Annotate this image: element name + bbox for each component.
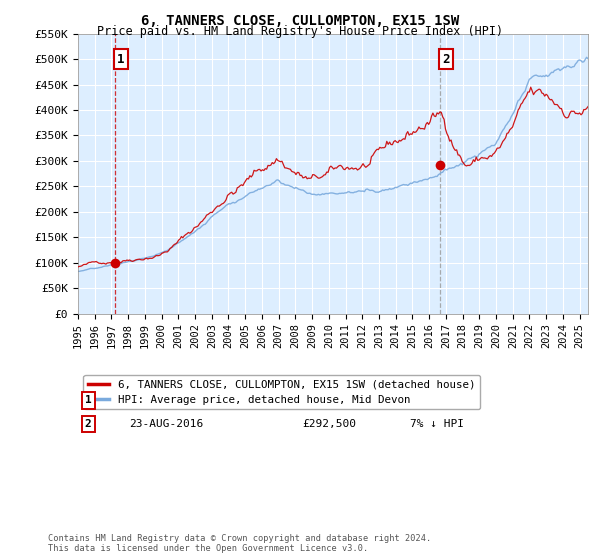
Text: Contains HM Land Registry data © Crown copyright and database right 2024.: Contains HM Land Registry data © Crown c…: [48, 534, 431, 543]
Text: 14% ↑ HPI: 14% ↑ HPI: [409, 395, 470, 405]
Text: 6, TANNERS CLOSE, CULLOMPTON, EX15 1SW: 6, TANNERS CLOSE, CULLOMPTON, EX15 1SW: [141, 14, 459, 28]
Text: 23-AUG-2016: 23-AUG-2016: [129, 419, 203, 429]
Text: 7% ↓ HPI: 7% ↓ HPI: [409, 419, 464, 429]
Text: This data is licensed under the Open Government Licence v3.0.: This data is licensed under the Open Gov…: [48, 544, 368, 553]
Text: Price paid vs. HM Land Registry's House Price Index (HPI): Price paid vs. HM Land Registry's House …: [97, 25, 503, 38]
Text: £292,500: £292,500: [302, 419, 356, 429]
Legend: 6, TANNERS CLOSE, CULLOMPTON, EX15 1SW (detached house), HPI: Average price, det: 6, TANNERS CLOSE, CULLOMPTON, EX15 1SW (…: [83, 375, 480, 409]
Text: 14-MAR-1997: 14-MAR-1997: [129, 395, 203, 405]
Text: 2: 2: [85, 419, 92, 429]
Text: £99,950: £99,950: [302, 395, 350, 405]
Text: 1: 1: [85, 395, 92, 405]
Text: 2: 2: [443, 53, 450, 66]
Text: 1: 1: [117, 53, 125, 66]
